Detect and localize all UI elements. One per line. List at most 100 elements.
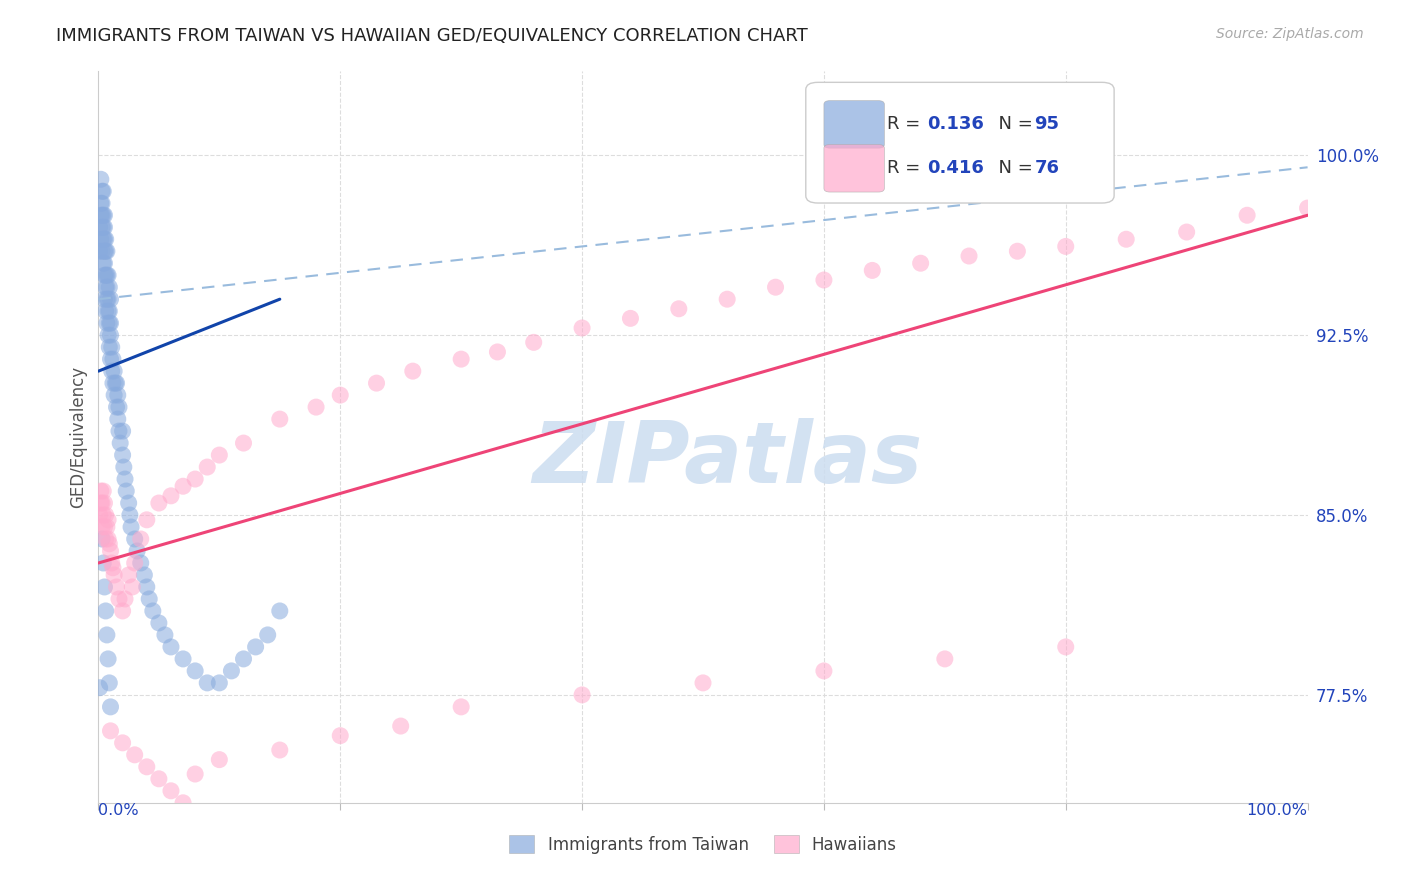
Point	[118, 508, 141, 522]
Point	[96, 244, 118, 259]
Point	[148, 772, 170, 786]
Point	[97, 513, 120, 527]
Point	[111, 736, 134, 750]
Point	[93, 220, 115, 235]
Point	[195, 676, 218, 690]
Point	[93, 268, 115, 283]
Point	[96, 268, 118, 283]
Point	[100, 699, 122, 714]
Text: IMMIGRANTS FROM TAIWAN VS HAWAIIAN GED/EQUIVALENCY CORRELATION CHART: IMMIGRANTS FROM TAIWAN VS HAWAIIAN GED/E…	[56, 27, 808, 45]
Point	[124, 556, 146, 570]
Point	[93, 292, 115, 306]
Point	[108, 400, 131, 414]
Point	[105, 400, 128, 414]
Point	[105, 580, 128, 594]
Point	[269, 604, 291, 618]
Point	[94, 244, 117, 259]
Point	[1007, 244, 1029, 259]
Point	[97, 328, 120, 343]
Point	[91, 520, 114, 534]
Point	[91, 556, 114, 570]
Point	[97, 268, 120, 283]
Point	[90, 208, 112, 222]
Point	[813, 664, 835, 678]
Point	[91, 220, 114, 235]
Point	[96, 520, 118, 534]
Point	[94, 280, 117, 294]
Point	[111, 448, 134, 462]
Point	[100, 292, 122, 306]
Text: 0.136: 0.136	[927, 115, 984, 133]
Point	[89, 508, 111, 522]
Point	[1115, 232, 1137, 246]
Point	[160, 489, 183, 503]
Point	[90, 232, 112, 246]
Point	[813, 273, 835, 287]
Point	[329, 388, 352, 402]
Point	[101, 376, 124, 391]
FancyBboxPatch shape	[824, 101, 884, 148]
Point	[571, 688, 593, 702]
Point	[91, 232, 114, 246]
Point	[91, 256, 114, 270]
Point	[98, 537, 121, 551]
Point	[93, 232, 115, 246]
Text: ZIPatlas: ZIPatlas	[531, 417, 922, 500]
Point	[97, 652, 120, 666]
Point	[221, 664, 243, 678]
Point	[138, 591, 160, 606]
Point	[269, 412, 291, 426]
Point	[114, 472, 136, 486]
Point	[97, 532, 120, 546]
Point	[1236, 208, 1258, 222]
Point	[91, 208, 114, 222]
Point	[93, 580, 115, 594]
Point	[134, 568, 156, 582]
Point	[619, 311, 641, 326]
Point	[100, 556, 122, 570]
Point	[100, 328, 122, 343]
FancyBboxPatch shape	[806, 82, 1114, 203]
Point	[1054, 239, 1077, 253]
Point	[716, 292, 738, 306]
Point	[269, 743, 291, 757]
Point	[101, 352, 124, 367]
Text: R =: R =	[887, 115, 925, 133]
Text: R =: R =	[887, 159, 925, 177]
Point	[97, 292, 120, 306]
Point	[450, 352, 472, 367]
Point	[118, 496, 141, 510]
Point	[100, 316, 122, 330]
Point	[172, 652, 194, 666]
Point	[93, 496, 115, 510]
Point	[160, 640, 183, 654]
Y-axis label: GED/Equivalency: GED/Equivalency	[69, 366, 87, 508]
Text: N =: N =	[987, 115, 1039, 133]
Text: 76: 76	[1035, 159, 1059, 177]
Point	[195, 460, 218, 475]
Point	[91, 184, 114, 198]
Point	[94, 532, 117, 546]
Point	[91, 196, 114, 211]
Point	[121, 580, 143, 594]
Point	[108, 591, 131, 606]
Point	[103, 388, 125, 402]
Point	[100, 544, 122, 558]
Point	[94, 508, 117, 522]
Point	[765, 280, 787, 294]
Point	[389, 719, 412, 733]
Point	[957, 249, 980, 263]
Point	[104, 376, 127, 391]
FancyBboxPatch shape	[824, 145, 884, 192]
Point	[96, 280, 118, 294]
Point	[94, 232, 117, 246]
Point	[91, 483, 114, 498]
Point	[148, 496, 170, 510]
Point	[115, 483, 138, 498]
Point	[184, 472, 207, 486]
Point	[98, 304, 121, 318]
Point	[127, 544, 149, 558]
Point	[91, 208, 114, 222]
Point	[101, 561, 124, 575]
Point	[93, 256, 115, 270]
